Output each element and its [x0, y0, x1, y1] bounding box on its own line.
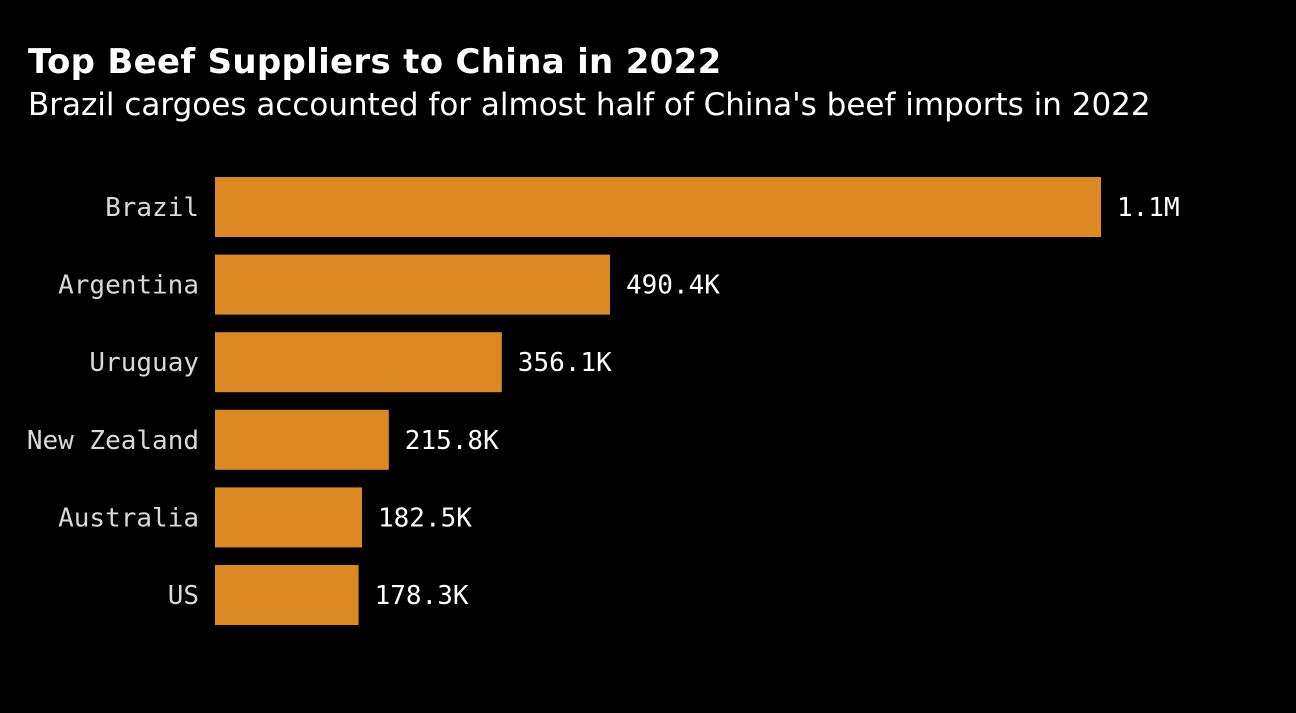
category-label: Argentina	[58, 271, 199, 301]
bar-australia	[215, 487, 362, 548]
category-label: US	[168, 581, 199, 611]
value-label: 1.1M	[1117, 193, 1180, 223]
bar-new-zealand	[215, 409, 389, 470]
category-label: New Zealand	[27, 426, 199, 456]
bar-us	[215, 565, 359, 625]
value-label: 356.1K	[518, 348, 612, 378]
value-label: 178.3K	[375, 581, 469, 611]
category-label: Uruguay	[89, 348, 199, 378]
value-label: 490.4K	[626, 271, 720, 301]
chart-subtitle: Brazil cargoes accounted for almost half…	[28, 87, 1151, 123]
value-label: 182.5K	[378, 503, 472, 533]
bar-uruguay	[215, 332, 502, 393]
chart-title: Top Beef Suppliers to China in 2022	[28, 42, 722, 82]
value-label: 215.8K	[405, 426, 499, 456]
bar-brazil	[215, 177, 1101, 237]
bar-argentina	[215, 254, 610, 315]
category-label: Australia	[58, 503, 199, 533]
category-label: Brazil	[105, 193, 199, 223]
